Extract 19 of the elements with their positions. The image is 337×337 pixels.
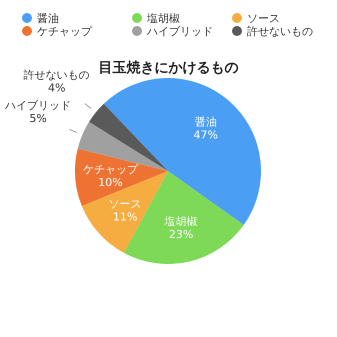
legend-label: 塩胡椒 xyxy=(146,12,180,25)
legend-label: ハイブリッド xyxy=(146,25,213,38)
legend-label: 許せないもの xyxy=(247,25,313,38)
slice-label: 許せないもの xyxy=(24,68,90,82)
legend-label: 醤油 xyxy=(37,12,59,25)
slice-label: ソース xyxy=(108,198,142,211)
data-label: 23% xyxy=(168,228,194,242)
data-label: 11% xyxy=(112,210,138,224)
slice-label: ハイブリッド xyxy=(4,99,72,112)
data-label: 5% xyxy=(29,112,47,126)
legend-label: ケチャップ xyxy=(37,25,93,38)
slice-label: ケチャップ xyxy=(82,163,139,176)
data-label: 47% xyxy=(194,128,218,142)
data-label: 4% xyxy=(48,81,66,94)
legend-label: ソース xyxy=(247,12,280,25)
text: 目玉焼きにかけるもの xyxy=(98,60,238,76)
slice-label: 塩胡椒 xyxy=(164,215,198,228)
slice-label: 醤油 xyxy=(194,115,217,128)
data-label: 10% xyxy=(98,176,123,190)
